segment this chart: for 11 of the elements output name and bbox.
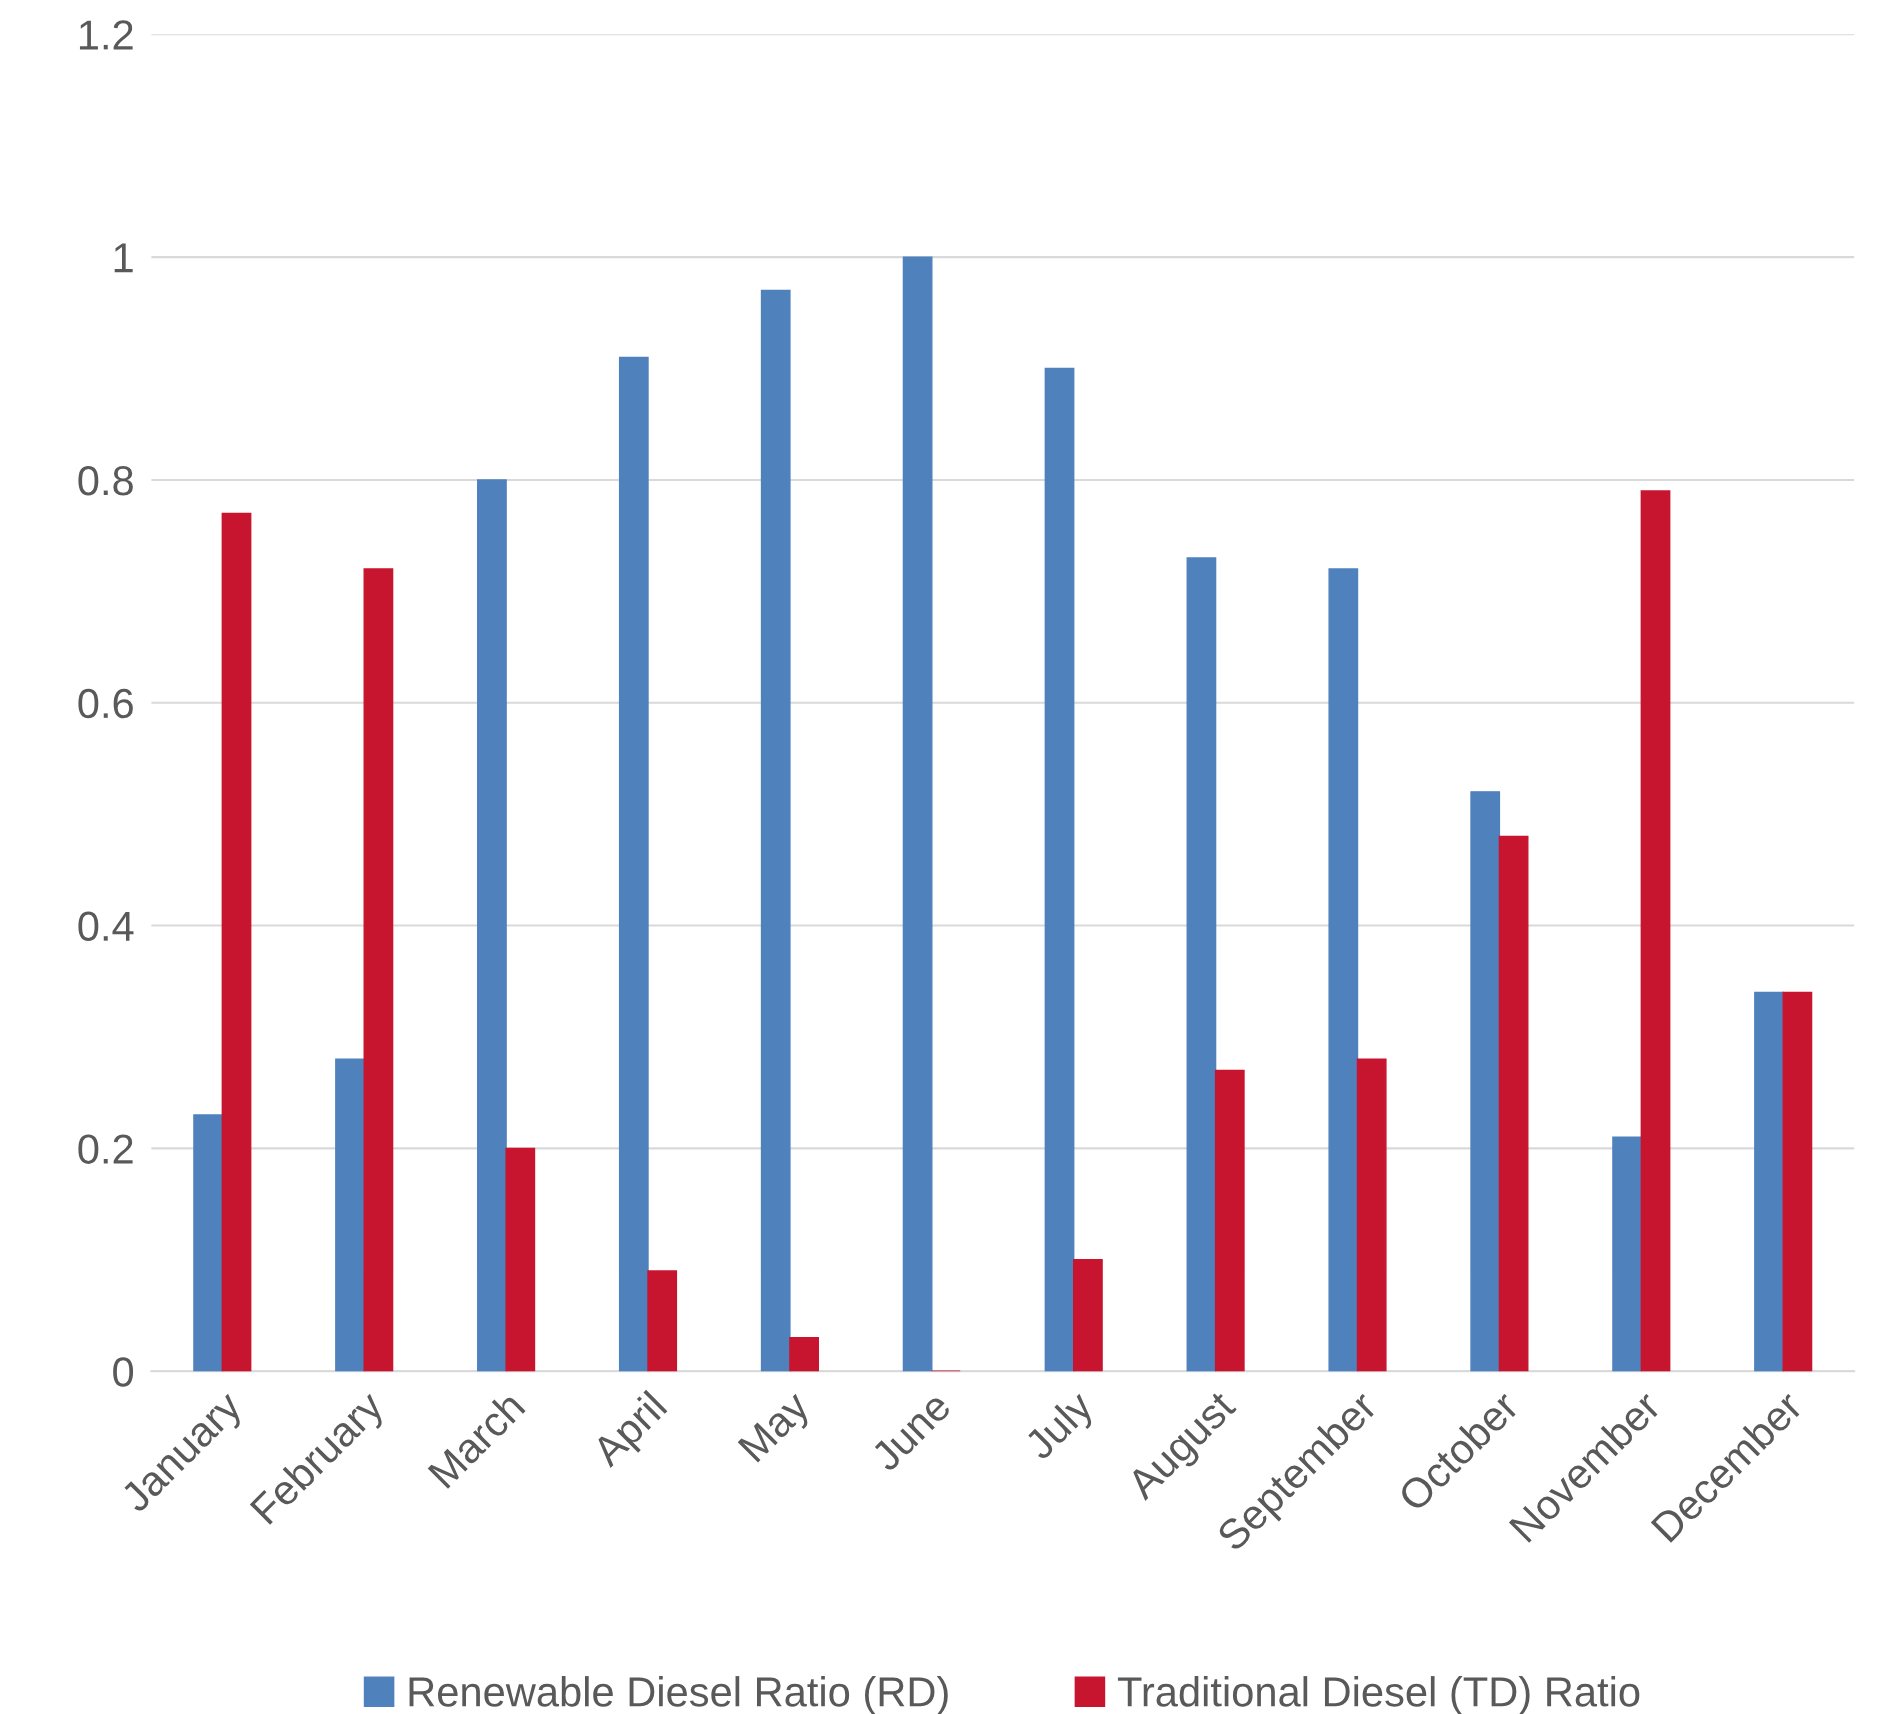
x-tick-label: May <box>737 1389 818 1469</box>
y-tick-label: 1.2 <box>79 20 133 50</box>
y-tick-label: 0.4 <box>78 911 134 942</box>
y-tick-label: 0.2 <box>78 1134 133 1164</box>
y-tick-label: 1 <box>114 243 133 273</box>
y-tick-label: 0 <box>113 1357 134 1387</box>
y-tick-label: 0.8 <box>78 465 133 496</box>
legend-label: Renewable Diesel Ratio (RD) <box>409 1676 948 1714</box>
x-tick-label: July <box>1021 1387 1102 1468</box>
legend-label: Traditional Diesel (TD) Ratio <box>1117 1676 1640 1714</box>
y-tick-label: 0.6 <box>78 688 133 719</box>
